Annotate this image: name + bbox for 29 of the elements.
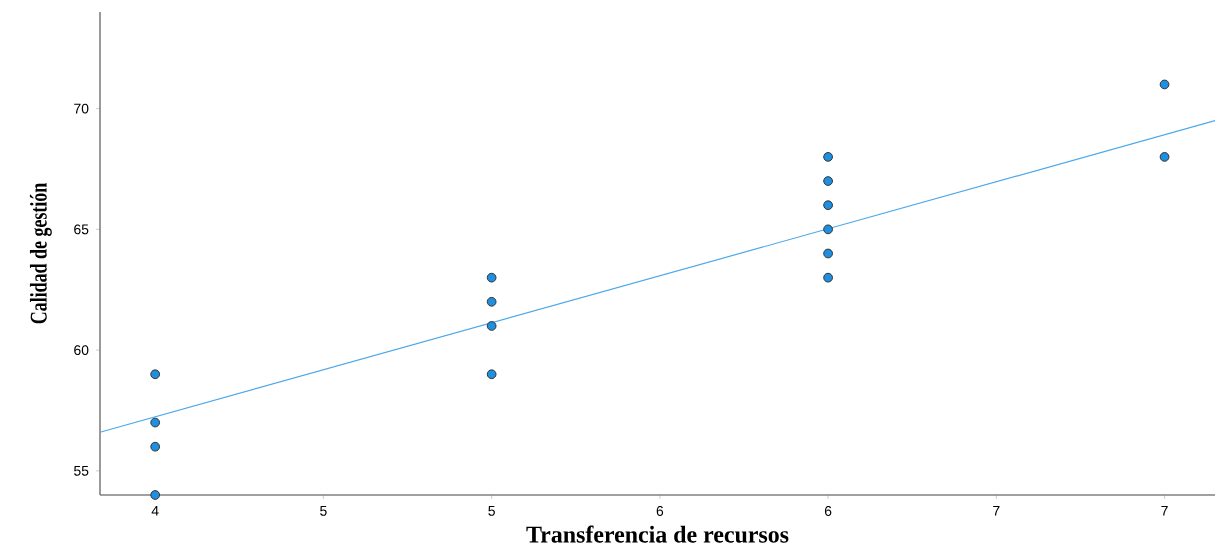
point bbox=[150, 417, 161, 428]
point bbox=[823, 272, 833, 283]
point bbox=[823, 200, 833, 211]
x-tick-label: 5 bbox=[488, 506, 495, 516]
point bbox=[1159, 152, 1170, 162]
x-tick-label: 6 bbox=[656, 506, 664, 516]
x-tick-label: 7 bbox=[993, 506, 1000, 516]
x-tick-label: 4 bbox=[151, 506, 159, 516]
y-tick-label: 55 bbox=[74, 465, 89, 476]
x-tick-label: 5 bbox=[320, 506, 327, 516]
point bbox=[150, 441, 161, 452]
point bbox=[150, 369, 161, 380]
point bbox=[1159, 79, 1170, 90]
point bbox=[150, 490, 161, 500]
y-tick-label: 70 bbox=[74, 103, 89, 114]
point bbox=[486, 369, 497, 380]
point bbox=[486, 296, 497, 307]
point bbox=[486, 321, 497, 331]
x-tick-label: 7 bbox=[1161, 506, 1168, 516]
y-tick-label: 65 bbox=[74, 224, 89, 235]
point bbox=[823, 224, 833, 235]
point bbox=[823, 248, 833, 259]
point bbox=[823, 152, 833, 162]
x-tick-label: 6 bbox=[824, 506, 832, 516]
x-axis-title: Transferencia de recursos bbox=[526, 525, 789, 543]
point bbox=[823, 176, 833, 186]
y-axis-title: Calidad de gestión bbox=[29, 183, 52, 324]
y-tick-label: 60 bbox=[74, 345, 89, 356]
point bbox=[486, 272, 497, 283]
